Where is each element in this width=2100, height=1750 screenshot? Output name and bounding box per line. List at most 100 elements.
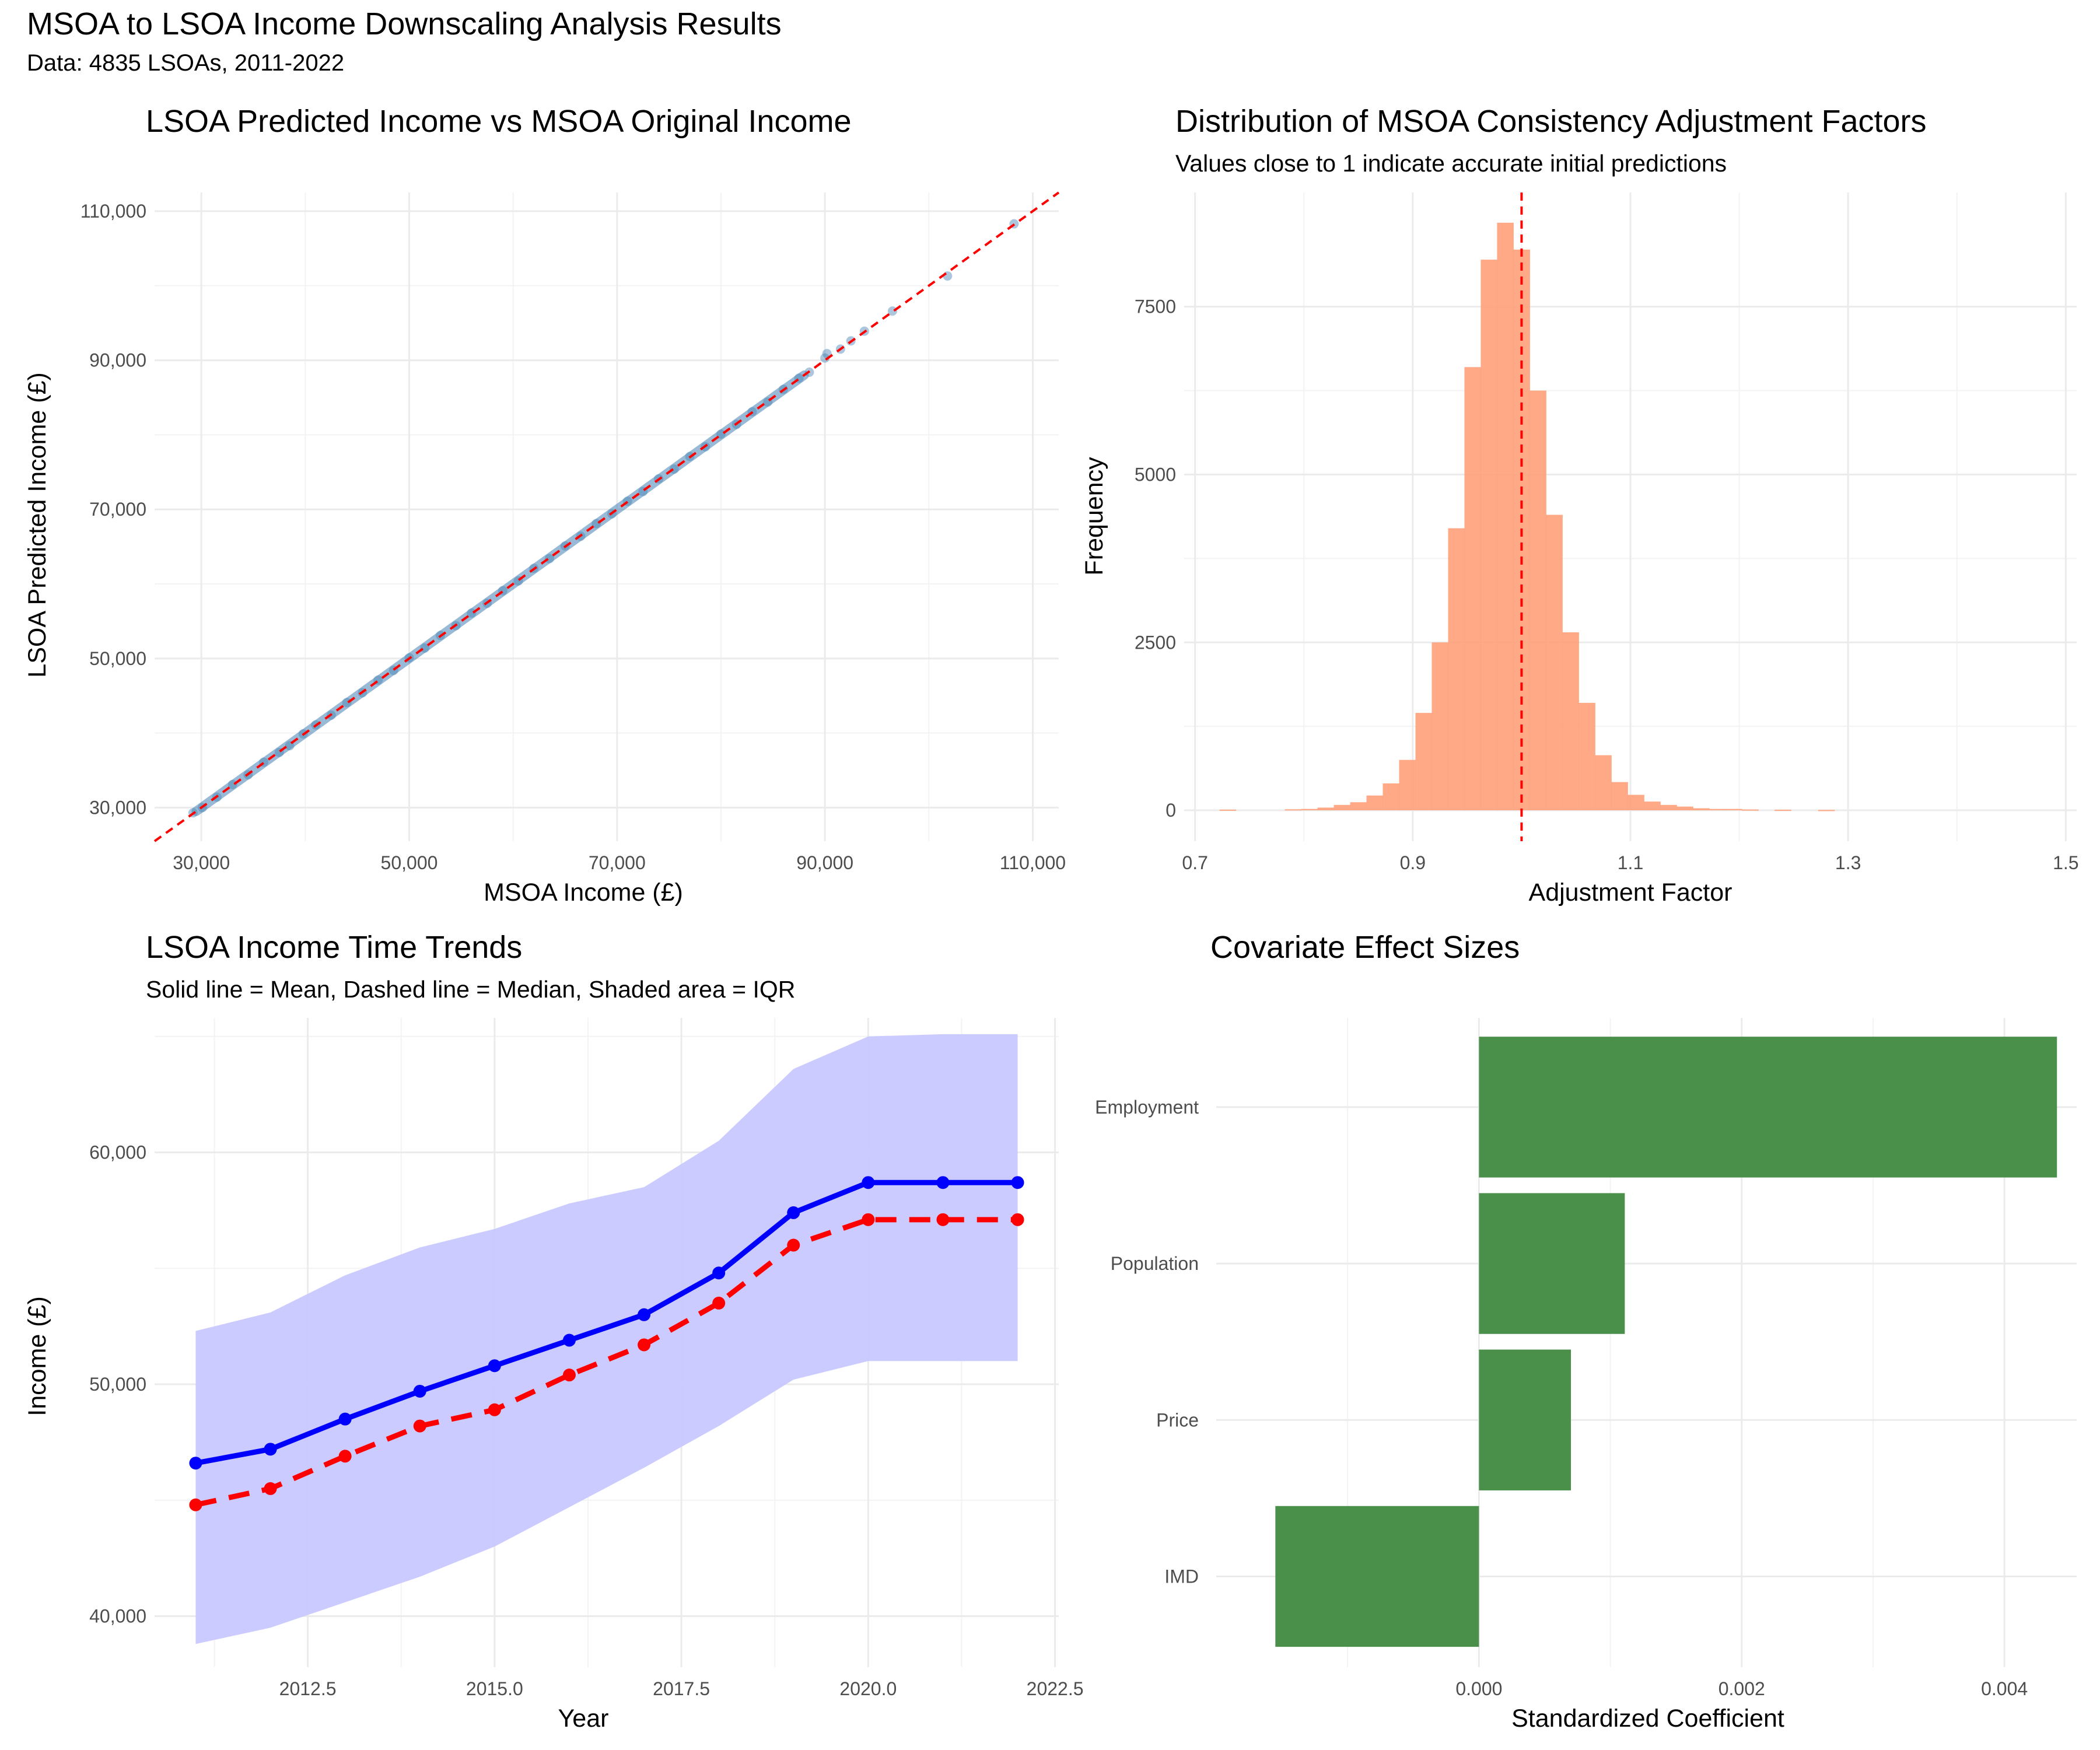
coefficient-title: Covariate Effect Sizes bbox=[1210, 930, 1520, 965]
scatter-x-tick-label: 50,000 bbox=[381, 852, 438, 873]
scatter-x-axis-label: MSOA Income (£) bbox=[484, 878, 683, 907]
scatter-y-axis-label: LSOA Predicted Income (£) bbox=[23, 372, 51, 677]
histogram-bar bbox=[1726, 808, 1742, 811]
histogram-title: Distribution of MSOA Consistency Adjustm… bbox=[1175, 104, 1927, 139]
coefficient-category-label: IMD bbox=[1164, 1566, 1199, 1587]
coefficient-bar bbox=[1479, 1037, 2057, 1178]
time-trends-x-tick-label: 2022.5 bbox=[1027, 1678, 1084, 1699]
time-trends-mean-line bbox=[195, 1180, 1018, 1466]
time-trends-median-point bbox=[638, 1338, 651, 1352]
histogram-grid bbox=[1184, 192, 2077, 841]
time-trends-median-point bbox=[562, 1368, 576, 1382]
coefficient-bar bbox=[1275, 1506, 1479, 1647]
histogram-tick-labels: 0.7 0.9 1.1 1.3 1.5 0 2500 5000 7500 bbox=[1135, 296, 2079, 873]
scatter-point bbox=[669, 464, 679, 474]
histogram-marks bbox=[1219, 192, 1835, 841]
time-trends-mean-point bbox=[936, 1176, 950, 1189]
scatter-y-tick-label: 110,000 bbox=[80, 201, 146, 222]
time-trends-mean-point bbox=[189, 1457, 202, 1470]
histogram-bar bbox=[1562, 632, 1579, 811]
histogram-bar bbox=[1774, 810, 1791, 811]
time-trends-mean-point bbox=[787, 1206, 800, 1219]
scatter-x-tick-label: 70,000 bbox=[589, 852, 646, 873]
time-trends-x-tick-label: 2020.0 bbox=[839, 1678, 897, 1699]
time-trends-x-tick-label: 2015.0 bbox=[466, 1678, 523, 1699]
scatter-x-tick-label: 110,000 bbox=[1000, 852, 1066, 873]
time-trends-median-point bbox=[936, 1213, 950, 1226]
coefficient-panel: Covariate Effect Sizes 0.000 0.002 0.004 Em… bbox=[1095, 930, 2077, 1732]
scatter-tick-labels: 30,000 50,000 70,000 90,000 110,000 30,000 50,… bbox=[80, 201, 1066, 873]
scatter-x-tick-label: 90,000 bbox=[796, 852, 853, 873]
histogram-bar bbox=[1415, 713, 1432, 811]
histogram-y-tick-label: 2500 bbox=[1135, 632, 1176, 653]
histogram-bar bbox=[1284, 809, 1302, 811]
histogram-subtitle: Values close to 1 indicate accurate init… bbox=[1175, 150, 1727, 177]
coefficient-x-tick-label: 0.000 bbox=[1455, 1678, 1502, 1699]
histogram-y-tick-label: 5000 bbox=[1135, 464, 1176, 485]
time-trends-mean-point bbox=[712, 1266, 726, 1280]
figure-subtitle: Data: 4835 LSOAs, 2011-2022 bbox=[27, 50, 345, 76]
histogram-bar bbox=[1628, 794, 1644, 811]
histogram-x-tick-label: 1.1 bbox=[1618, 852, 1643, 873]
histogram-bar bbox=[1480, 260, 1497, 811]
histogram-bar bbox=[1399, 760, 1416, 811]
time-trends-y-tick-label: 50,000 bbox=[89, 1374, 146, 1395]
time-trends-mean-point bbox=[638, 1308, 651, 1321]
time-trends-median-point bbox=[1011, 1213, 1024, 1226]
histogram-y-axis-label: Frequency bbox=[1080, 457, 1108, 576]
coefficient-tick-labels: 0.000 0.002 0.004 Employment Population Price… bbox=[1095, 1097, 2028, 1699]
scatter-y-tick-label: 50,000 bbox=[89, 648, 146, 669]
histogram-bar bbox=[1366, 795, 1384, 811]
time-trends-x-tick-label: 2012.5 bbox=[279, 1678, 337, 1699]
histogram-bar bbox=[1611, 782, 1628, 811]
time-trends-x-axis-label: Year bbox=[558, 1704, 609, 1732]
histogram-bar bbox=[1578, 702, 1595, 811]
time-trends-median-point bbox=[488, 1403, 501, 1416]
time-trends-median-point bbox=[413, 1419, 426, 1433]
histogram-bar bbox=[1317, 807, 1335, 811]
coefficient-x-tick-label: 0.004 bbox=[1981, 1678, 2028, 1699]
time-trends-median-line bbox=[195, 1217, 1018, 1508]
time-trends-marks bbox=[189, 1034, 1024, 1644]
histogram-x-tick-label: 0.9 bbox=[1400, 852, 1426, 873]
time-trends-mean-point bbox=[488, 1359, 501, 1373]
scatter-y-tick-label: 30,000 bbox=[89, 797, 146, 818]
time-trends-mean-point bbox=[1011, 1176, 1024, 1189]
histogram-bar bbox=[1660, 804, 1677, 811]
time-trends-x-tick-label: 2017.5 bbox=[653, 1678, 710, 1699]
histogram-bar bbox=[1546, 514, 1563, 811]
time-trends-mean-point bbox=[562, 1334, 576, 1347]
time-trends-median-point bbox=[712, 1296, 726, 1310]
figure-title: MSOA to LSOA Income Downscaling Analysis… bbox=[27, 6, 782, 41]
scatter-title: LSOA Predicted Income vs MSOA Original I… bbox=[146, 104, 852, 139]
coefficient-category-label: Employment bbox=[1095, 1097, 1199, 1118]
histogram-bar bbox=[1693, 808, 1710, 811]
scatter-y-tick-label: 90,000 bbox=[89, 350, 146, 371]
time-trends-median-point bbox=[787, 1238, 800, 1252]
scatter-grid bbox=[155, 192, 1059, 841]
time-trends-subtitle: Solid line = Mean, Dashed line = Median,… bbox=[146, 976, 795, 1003]
coefficient-x-axis-label: Standardized Coefficient bbox=[1511, 1704, 1784, 1732]
time-trends-y-tick-label: 60,000 bbox=[89, 1142, 146, 1163]
histogram-bar bbox=[1530, 390, 1546, 811]
time-trends-panel: LSOA Income Time Trends Solid line = Mea… bbox=[23, 930, 1084, 1732]
histogram-bar bbox=[1382, 783, 1400, 811]
scatter-y-tick-label: 70,000 bbox=[89, 499, 146, 520]
histogram-x-tick-label: 0.7 bbox=[1182, 852, 1208, 873]
scatter-marks bbox=[153, 191, 1060, 842]
time-trends-iqr-area bbox=[195, 1034, 1018, 1644]
histogram-bar bbox=[1742, 809, 1759, 811]
time-trends-median-point bbox=[338, 1450, 352, 1463]
scatter-panel: LSOA Predicted Income vs MSOA Original I… bbox=[23, 104, 1066, 907]
histogram-bar bbox=[1432, 642, 1448, 811]
histogram-bar bbox=[1644, 802, 1661, 811]
histogram-bar bbox=[1497, 222, 1514, 811]
histogram-bar bbox=[1301, 808, 1318, 811]
coefficient-category-label: Population bbox=[1111, 1253, 1199, 1274]
scatter-reference-line bbox=[153, 191, 1060, 842]
coefficient-bar bbox=[1479, 1349, 1572, 1490]
histogram-bar bbox=[1350, 802, 1367, 811]
time-trends-median-point bbox=[264, 1482, 277, 1495]
coefficient-category-label: Price bbox=[1156, 1409, 1199, 1430]
